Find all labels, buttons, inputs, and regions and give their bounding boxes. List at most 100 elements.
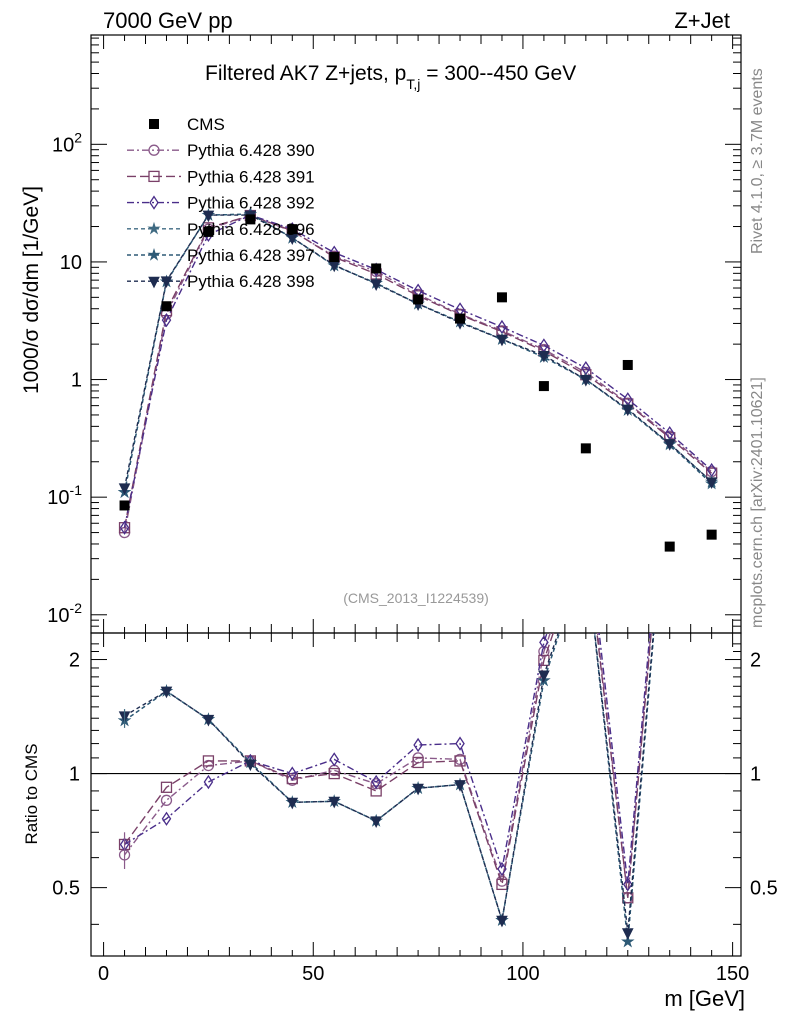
- y-tick-label-exponent: 2: [74, 129, 82, 145]
- series-5-point: [496, 334, 508, 347]
- legend-label-4: Pythia 6.428 397: [187, 246, 315, 265]
- series-5-point: [621, 404, 634, 417]
- ratio-1-point: [707, 572, 717, 582]
- ratio-y-axis-label: Ratio to CMS: [22, 743, 41, 844]
- legend-label-3: Pythia 6.428 396: [187, 220, 315, 239]
- series-2-point: [161, 312, 172, 328]
- x-tick-label: 50: [302, 963, 324, 985]
- legend-label-cms: CMS: [187, 115, 225, 134]
- ratio-4-point: [580, 546, 591, 557]
- ratio-0-point: [160, 794, 173, 806]
- y-axis-label: 1000/σ dσ/dm [1/GeV]: [20, 186, 43, 394]
- cms-data-point: [455, 313, 466, 324]
- cms-data-point: [538, 381, 549, 392]
- ratio-0-point: [581, 525, 591, 535]
- ratio-1-point: [622, 892, 634, 904]
- legend-marker-cms: [149, 119, 159, 129]
- ratio-1-point: [454, 755, 466, 767]
- ratio-5-point: [454, 780, 466, 792]
- series-5-point: [705, 477, 718, 489]
- cms-data-point: [413, 294, 424, 305]
- ratio-5-point: [202, 714, 215, 727]
- x-axis-label: m [GeV]: [664, 986, 745, 1011]
- ratio-0-point: [707, 567, 717, 577]
- ratio-2-point: [329, 752, 340, 767]
- ratio-3-point: [706, 598, 718, 609]
- cms-data-point: [203, 226, 214, 237]
- x-tick-label: 150: [716, 963, 749, 985]
- ratio-2-point: [622, 877, 633, 892]
- ratio-3-point: [580, 546, 591, 557]
- ratio-2-point: [539, 635, 549, 650]
- legend-label-5: Pythia 6.428 398: [187, 272, 315, 291]
- main-series-group: [117, 207, 719, 552]
- ratio-0-point: [665, 413, 675, 423]
- y-tick-label: 1: [71, 370, 82, 392]
- ratio-5-point: [581, 548, 591, 558]
- ratio-1-point: [160, 781, 173, 793]
- ratio-series-group: [117, 402, 718, 948]
- cms-data-point: [371, 263, 382, 274]
- ratio-1-point: [496, 878, 508, 891]
- ratio-y-tick-label: 2: [69, 650, 80, 672]
- ratio-1-point: [412, 756, 424, 769]
- ratio-0-point: [538, 645, 550, 658]
- ratio-y-tick-label: 1: [69, 764, 80, 786]
- legend-label-0: Pythia 6.428 390: [187, 141, 315, 160]
- ratio-line-2: [124, 633, 651, 885]
- ratio-plot-frame: [90, 632, 742, 957]
- cms-data-point: [329, 252, 340, 263]
- ratio-1-point: [328, 767, 340, 780]
- y-tick-label-base: 10: [47, 487, 69, 509]
- y-tick-label-base: 10: [47, 605, 69, 627]
- process-label: Z+Jet: [674, 8, 730, 33]
- ratio-5-point: [496, 915, 508, 928]
- ratio-4-point: [621, 934, 635, 948]
- ratio-5-point: [244, 759, 257, 772]
- ratio-5-point: [160, 686, 173, 699]
- ratio-2-point: [203, 774, 214, 790]
- series-5-point: [663, 439, 676, 451]
- legend: CMS Pythia 6.428 390 Pythia 6.428 391 Pythi…: [127, 115, 315, 291]
- cms-data-point: [496, 292, 507, 303]
- series-5-point: [580, 375, 592, 387]
- cms-data-point: [664, 541, 675, 552]
- plot-title: Filtered AK7 Z+jets, pT,j = 300--450 GeV: [205, 62, 576, 92]
- y-tick-label: 10-1: [47, 482, 82, 509]
- ratio-2-point: [666, 402, 674, 414]
- cms-data-point: [287, 224, 298, 235]
- series-5-point: [370, 279, 382, 292]
- series-2-point: [119, 520, 130, 535]
- ratio-1-point: [202, 755, 215, 767]
- ratio-y-tick-label-right: 2: [750, 650, 761, 672]
- plot-title-end: = 300--450 GeV: [420, 62, 576, 85]
- energy-label: 7000 GeV pp: [103, 8, 233, 33]
- ratio-5-point: [412, 783, 424, 796]
- plot-title-main: Filtered AK7 Z+jets, p: [205, 62, 406, 85]
- ratio-line-3: [124, 633, 655, 942]
- y-tick-label-exponent: -2: [70, 600, 83, 616]
- series-line-0: [123, 214, 713, 533]
- ratio-2-point: [582, 509, 590, 521]
- y-tick-label: 10-2: [47, 600, 82, 627]
- rivet-version-label: Rivet 4.1.0, ≥ 3.7M events: [749, 68, 766, 254]
- legend-marker-3: [147, 221, 161, 235]
- legend-marker-0: [148, 144, 160, 156]
- legend-marker-2: [149, 195, 159, 210]
- legend-label-2: Pythia 6.428 392: [187, 194, 315, 213]
- legend-marker-4: [147, 247, 161, 261]
- ratio-1-point: [581, 532, 591, 542]
- x-tick-label: 0: [98, 963, 109, 985]
- series-line-1: [123, 214, 713, 528]
- cms-data-point: [622, 359, 633, 370]
- ratio-2-point: [287, 766, 298, 781]
- y-tick-label-base: 10: [52, 134, 74, 156]
- ratio-5-point: [538, 670, 550, 683]
- ratio-5-point: [707, 600, 717, 610]
- ratio-line-4: [124, 633, 655, 942]
- cms-data-point: [706, 529, 717, 540]
- analysis-watermark: (CMS_2013_I1224539): [343, 590, 489, 606]
- ratio-4-point: [706, 604, 718, 615]
